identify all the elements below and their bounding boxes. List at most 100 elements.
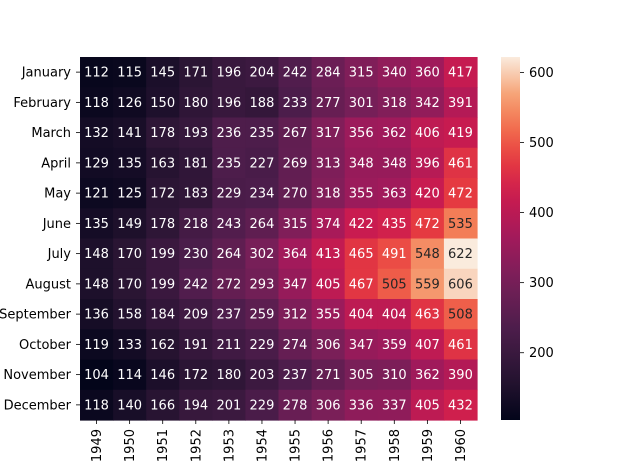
cell-value-label: 199 [150,247,175,262]
heatmap-cell [212,389,247,421]
heatmap-cell [311,87,346,119]
colorbar-tick-label: 400 [529,206,554,221]
heatmap-cell [179,208,213,240]
cell-value-label: 348 [349,156,374,171]
y-tick-label: April [41,156,71,171]
cell-value-label: 237 [216,308,241,323]
cell-value-label: 407 [415,338,440,353]
cell-value-label: 432 [448,398,473,413]
cell-value-label: 199 [150,277,175,292]
cell-value-label: 461 [448,338,473,353]
heatmap-cell [311,147,346,179]
heatmap-cell [212,178,247,209]
cell-annotations: 112 115 145 171 196 204 242 284 315 340 360 417 118 1… [84,66,473,414]
cell-value-label: 364 [283,247,308,262]
cell-value-label: 362 [382,126,407,141]
heatmap-cell [113,178,147,209]
cell-value-label: 472 [448,187,473,202]
cell-value-label: 209 [183,308,208,323]
cell-value-label: 271 [316,368,341,383]
heatmap-cell [80,329,114,361]
cell-value-label: 267 [283,126,308,141]
cell-value-label: 269 [283,156,308,171]
heatmap-cell [311,359,346,391]
cell-value-label: 178 [150,217,175,232]
heatmap-cell [212,299,247,330]
heatmap-cell [410,268,445,300]
cell-value-label: 229 [216,187,241,202]
y-tick-label: June [42,217,71,232]
cell-value-label: 362 [415,368,440,383]
cell-value-label: 306 [316,338,341,353]
cell-value-label: 312 [283,308,308,323]
cell-value-label: 158 [117,308,142,323]
y-tick-label: August [26,277,72,292]
heatmap-cell [212,329,247,361]
cell-value-label: 505 [382,277,407,292]
cell-value-label: 606 [448,277,473,292]
heatmap-cell [146,57,180,88]
heatmap-cell [377,57,412,88]
cell-value-label: 204 [250,66,275,81]
cell-value-label: 270 [283,187,308,202]
cell-value-label: 136 [84,308,109,323]
cell-value-label: 306 [316,398,341,413]
heatmap-cell [344,178,379,209]
cell-value-label: 178 [150,126,175,141]
cell-value-label: 363 [382,187,407,202]
cell-value-label: 293 [250,277,275,292]
cell-value-label: 301 [349,96,374,111]
cell-value-label: 405 [316,277,341,292]
x-tick-label: 1949 [90,429,105,462]
heatmap-cell [278,208,313,240]
cell-value-label: 348 [382,156,407,171]
cell-value-label: 404 [382,308,407,323]
heatmap-cell [113,57,147,88]
cell-value-label: 559 [415,277,440,292]
heatmap-cell [80,147,114,179]
heatmap-cell [278,389,313,421]
cell-value-label: 622 [448,247,473,262]
y-tick-label: November [3,368,71,383]
heatmap-cell [179,268,213,300]
heatmap-cell [146,238,180,270]
colorbar-tick-label: 500 [529,136,554,151]
heatmap-cell [80,389,114,421]
cell-value-label: 264 [216,247,241,262]
heatmap-cell [179,87,213,119]
cell-value-label: 135 [84,217,109,232]
cell-value-label: 236 [216,126,241,141]
cell-value-label: 359 [382,338,407,353]
heatmap-cell [278,329,313,361]
heatmap-cell [311,329,346,361]
heatmap-cell [278,178,313,209]
heatmap-cell [443,299,478,330]
heatmap-cell [278,299,313,330]
heatmap-cell [443,178,478,209]
y-tick-label: May [44,187,71,202]
y-tick-label: March [31,126,71,141]
heatmap-cell [377,238,412,270]
colorbar-ticks: 200 300 400 500 600 [520,66,554,361]
heatmap-cell [146,208,180,240]
heatmap-cell [377,178,412,209]
heatmap-cell [377,147,412,179]
cell-value-label: 342 [415,96,440,111]
cell-value-label: 191 [183,338,208,353]
cell-value-label: 340 [382,66,407,81]
x-tick-label: 1951 [156,429,171,462]
heatmap-cell [245,238,280,270]
cell-value-label: 405 [415,398,440,413]
cell-value-label: 360 [415,66,440,81]
y-axis-ticks: January February March April May June July Augu… [0,66,80,413]
heatmap-cell [344,299,379,330]
heatmap-cell [278,87,313,119]
x-tick-label: 1956 [322,429,337,462]
cell-value-label: 548 [415,247,440,262]
heatmap-cell [311,389,346,421]
heatmap-cell [377,329,412,361]
heatmap-cell [113,117,147,149]
colorbar: 200 300 400 500 600 [501,57,554,420]
heatmap-cell [80,178,114,209]
y-tick-label: December [4,398,72,413]
